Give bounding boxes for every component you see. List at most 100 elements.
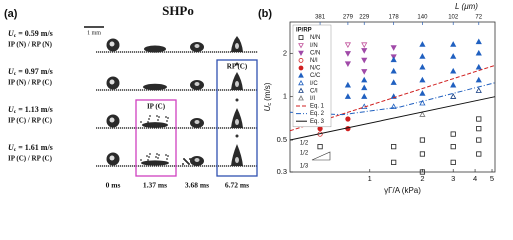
y-label-subscript: c [267,103,273,106]
x-tick-label: 2 [420,174,424,183]
marker-triangle [361,48,368,54]
x2-tick-label: 102 [448,15,459,21]
marker-triangle [475,49,482,56]
marker-square [298,35,304,40]
y-tick-label: 2 [283,48,287,57]
marker-square [391,159,397,165]
marker-circle [298,65,304,71]
marker-triangle [298,95,304,101]
marker-square [450,144,456,150]
marker-triangle [298,50,304,57]
legend-label: N/I [310,58,318,64]
marker-triangle [450,81,457,88]
x-axis-label: γΓ/A (kPa) [384,186,421,195]
x2-tick-label: 229 [359,15,370,21]
legend-label: I/C [310,81,318,87]
marker-triangle [361,93,368,99]
droplet-highlight [109,79,115,85]
x2-axis-label: L (μm) [455,2,478,11]
highlight-box [135,99,177,177]
marker-triangle [475,76,482,83]
page: {"panel_a": {"label": "(a)", "title": "S… [4,2,496,196]
droplet-highlight [109,41,115,47]
slope-annotation: 1/2 [300,141,309,147]
splash [188,163,190,165]
splash [191,160,193,162]
marker-square [317,144,323,150]
legend-label: Eq. 1 [310,104,325,110]
y-tick-label: 1 [283,92,287,101]
splash [146,155,148,157]
slope-annotation: 1/2 [300,151,309,157]
x-tick-label: 1 [368,174,372,183]
speed-symbol: U [8,67,15,76]
x2-tick-label: 72 [475,15,482,21]
droplet-highlight [235,119,239,125]
time-label: 3.68 ms [185,181,209,190]
legend-label: C/C [310,73,321,79]
splash [156,153,158,155]
y-tick-label: 0.3 [277,167,287,176]
highlight-box [216,59,258,177]
droplet [231,144,243,166]
droplet-highlight [194,120,200,124]
box-label: IP (C) [147,103,166,111]
marker-triangle [419,53,426,59]
speed-value: = 0.59 m/s [18,29,53,38]
marker-square [476,126,482,132]
droplet-highlight [235,81,239,87]
speed-symbol: U [8,105,15,114]
regime-label: IP (N) / RP (C) [8,79,53,87]
droplet [142,122,168,128]
speed-value: = 1.13 m/s [18,105,53,114]
marker-square [476,137,482,143]
droplet-highlight [235,43,239,49]
x-tick-label: 3 [451,174,455,183]
marker-triangle [390,67,397,74]
splash [158,154,160,156]
panel-title: SHPo [162,3,194,18]
marker-triangle [390,45,397,51]
marker-triangle [344,51,351,57]
droplet [141,160,169,166]
y-axis-label: Uc (m/s) [263,82,273,111]
speed-label: Uc = 1.13 m/s [8,105,53,115]
marker-triangle [475,63,482,70]
marker-triangle [450,93,457,99]
marker-triangle [419,99,426,106]
marker-triangle [298,72,304,78]
legend-label: I/I [310,96,315,102]
splash [156,115,158,117]
droplet-highlight [194,158,200,162]
splash [157,119,159,121]
splash [182,163,184,165]
marker-triangle [450,67,457,74]
marker-square [419,169,426,175]
splash [149,115,151,117]
ejected-drop [235,62,239,66]
marker-triangle [298,79,304,86]
droplet-highlight [194,44,200,48]
droplet-highlight [235,157,239,163]
legend-label: Eq. 2 [310,111,325,117]
marker-triangle [344,42,351,49]
droplet-highlight [109,117,115,123]
splash [147,121,149,123]
marker-triangle [344,93,351,99]
marker-square [419,151,426,157]
speed-subscript: c [14,109,17,115]
marker-triangle [390,79,397,85]
splash [140,121,142,123]
x2-tick-label: 279 [343,15,354,21]
speed-value: = 1.61 m/s [18,143,53,152]
marker-triangle [361,69,368,75]
regime-label: IP (C) / RP (C) [8,155,53,163]
marker-triangle [344,61,351,67]
panel-label: (a) [4,8,18,20]
splash [166,120,168,122]
y-label-unit: (m/s) [263,82,272,101]
ejected-drop [235,134,239,138]
legend-title: IP/RP [296,28,312,34]
x-tick-label: 5 [490,174,494,183]
x-tick-label: 4 [473,174,477,183]
